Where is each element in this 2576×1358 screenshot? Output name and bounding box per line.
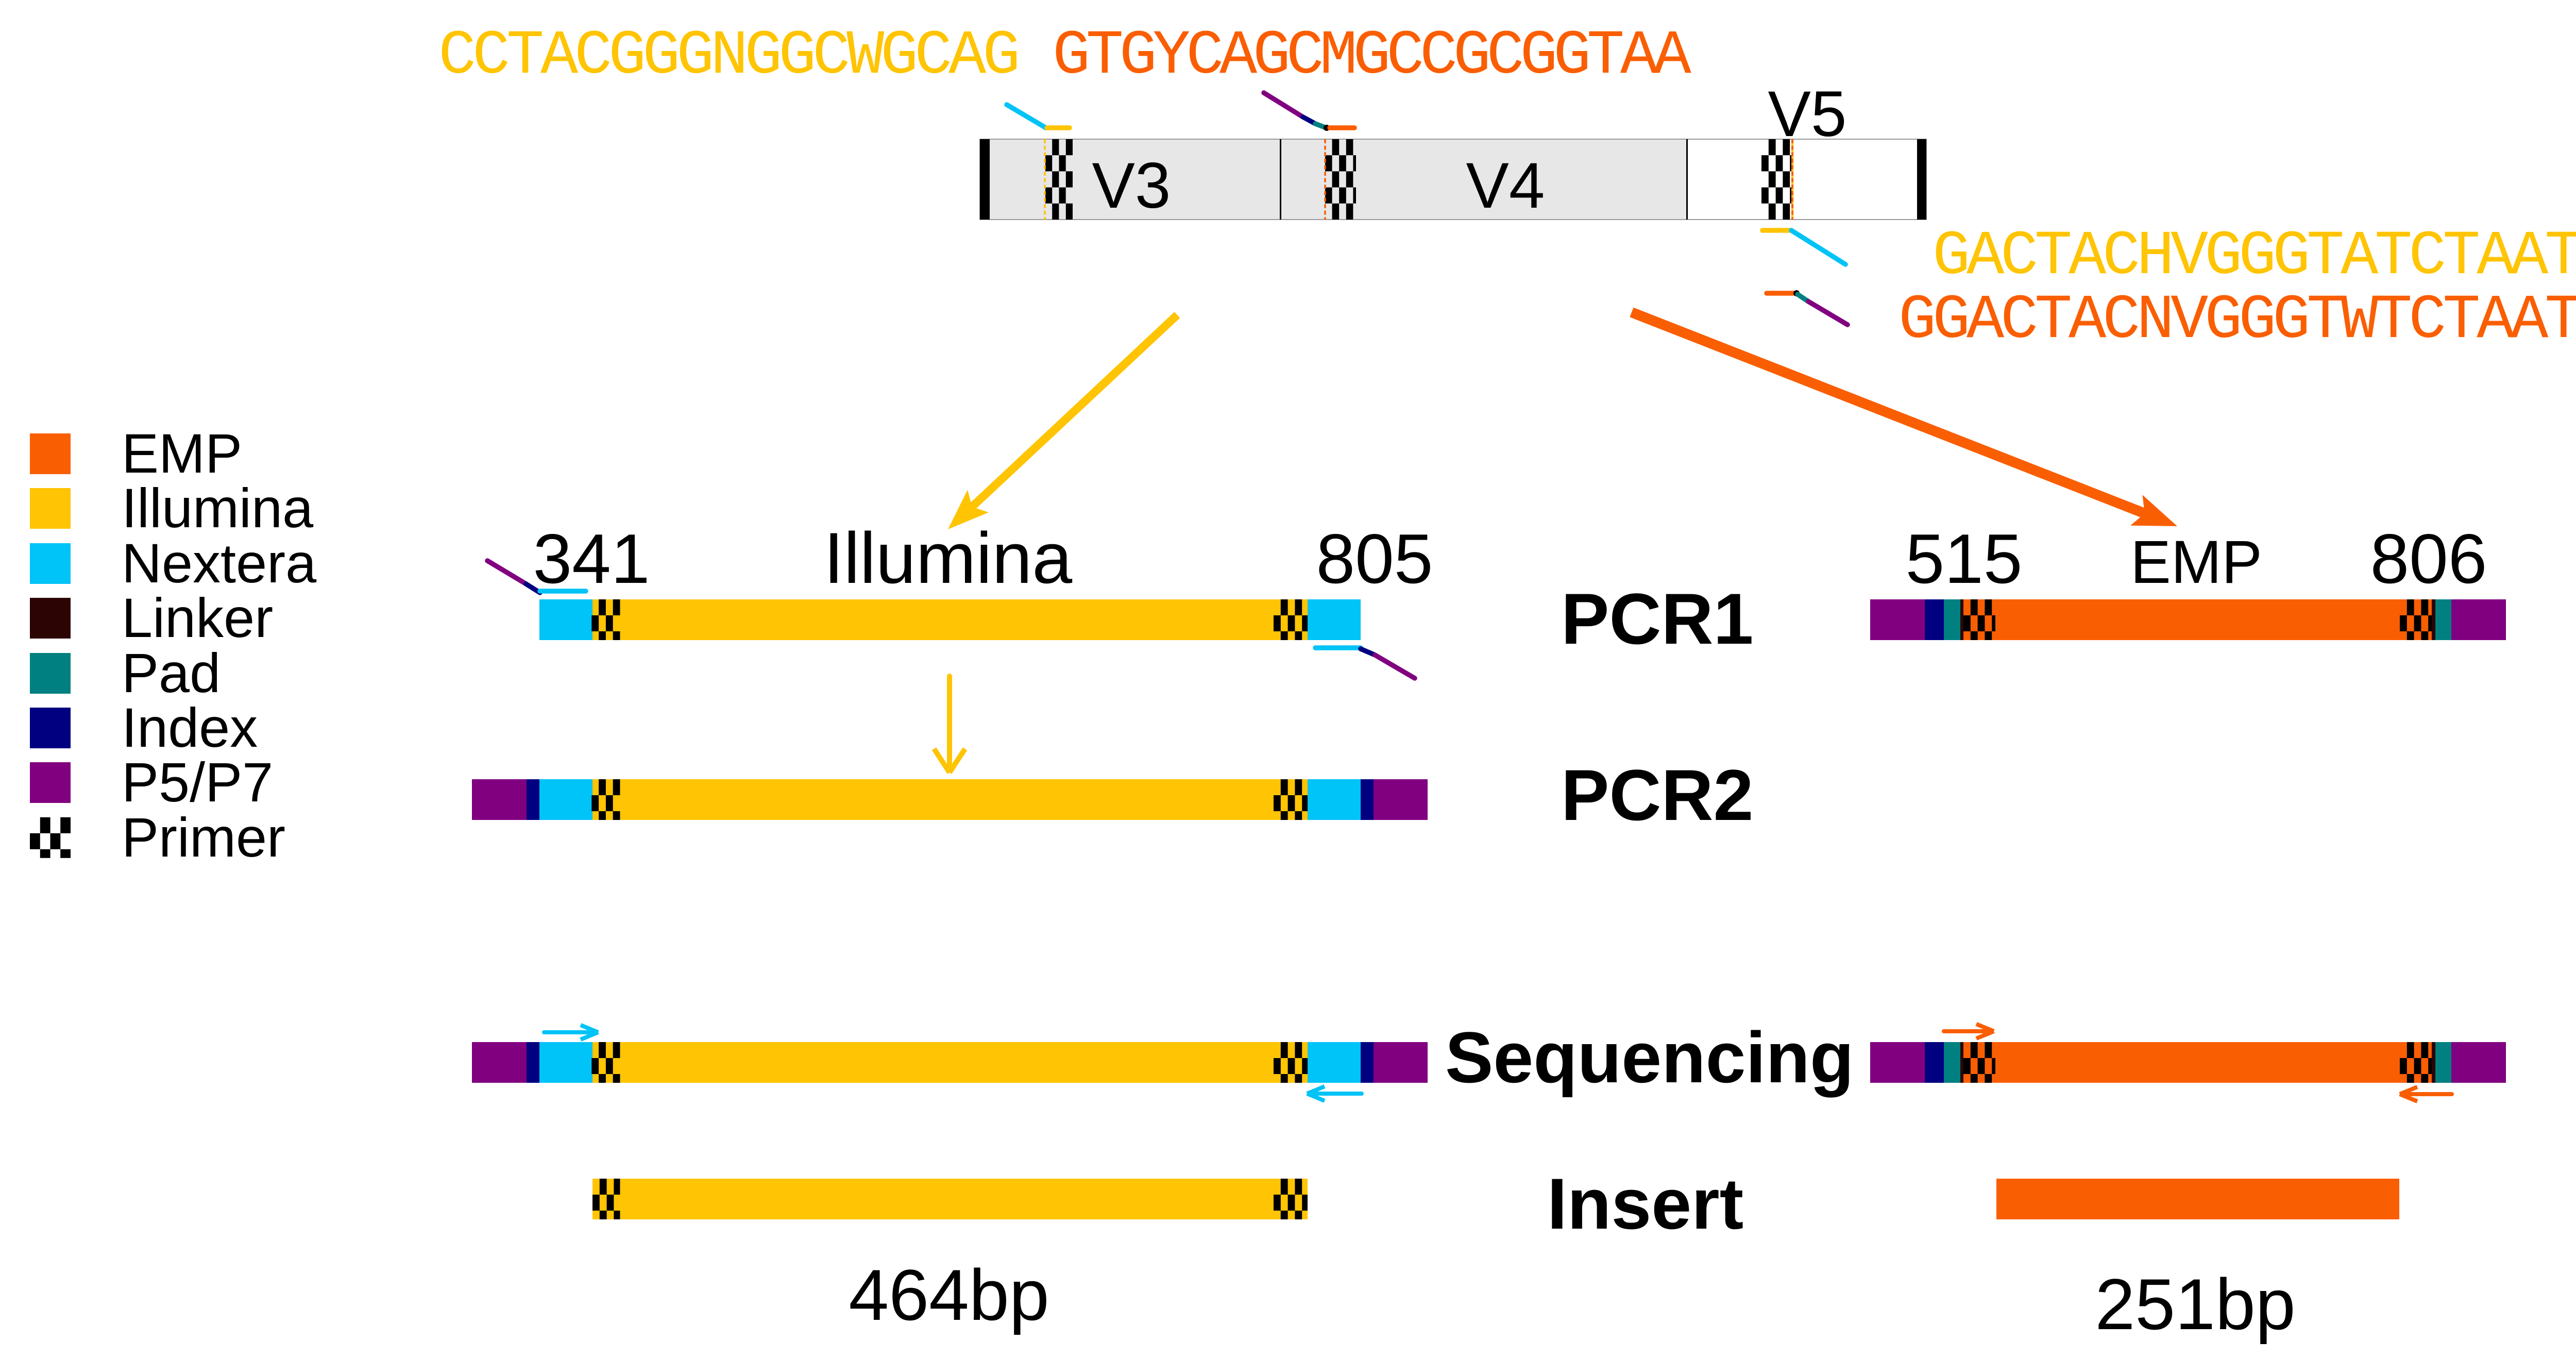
svg-text:464bp: 464bp bbox=[849, 1254, 1049, 1335]
svg-text:PCR1: PCR1 bbox=[1561, 578, 1753, 659]
svg-text:CCTACGGGNGGCWGCAG: CCTACGGGNGGCWGCAG bbox=[438, 20, 1016, 92]
svg-text:Illumina: Illumina bbox=[824, 517, 1073, 598]
svg-text:Linker: Linker bbox=[122, 586, 273, 649]
svg-text:515: 515 bbox=[1906, 519, 2023, 598]
svg-text:V3: V3 bbox=[1092, 150, 1171, 222]
svg-text:PCR2: PCR2 bbox=[1561, 755, 1753, 835]
svg-text:Primer: Primer bbox=[122, 806, 285, 868]
svg-text:341: 341 bbox=[533, 519, 650, 598]
svg-text:GACTACHVGGGTATCTAATCC: GACTACHVGGGTATCTAATCC bbox=[1933, 221, 2576, 292]
svg-text:EMP: EMP bbox=[122, 422, 242, 484]
svg-text:GGACTACNVGGGTWTCTAAT: GGACTACNVGGGTWTCTAAT bbox=[1899, 284, 2576, 356]
svg-text:Index: Index bbox=[122, 696, 258, 759]
svg-text:V4: V4 bbox=[1466, 150, 1545, 222]
svg-text:251bp: 251bp bbox=[2095, 1264, 2295, 1345]
svg-text:P5/P7: P5/P7 bbox=[122, 751, 273, 813]
svg-text:Insert: Insert bbox=[1547, 1163, 1743, 1244]
svg-text:806: 806 bbox=[2370, 519, 2487, 598]
svg-text:Pad: Pad bbox=[122, 642, 221, 704]
svg-text:Sequencing: Sequencing bbox=[1445, 1017, 1854, 1098]
svg-text:Illumina: Illumina bbox=[122, 477, 314, 539]
svg-text:V5: V5 bbox=[1768, 78, 1847, 150]
svg-text:805: 805 bbox=[1316, 519, 1433, 598]
svg-text:EMP: EMP bbox=[2130, 528, 2262, 596]
svg-text:Nextera: Nextera bbox=[122, 532, 317, 594]
svg-text:GTGYCAGCMGCCGCGGTAA: GTGYCAGCMGCCGCGGTAA bbox=[1053, 20, 1692, 92]
